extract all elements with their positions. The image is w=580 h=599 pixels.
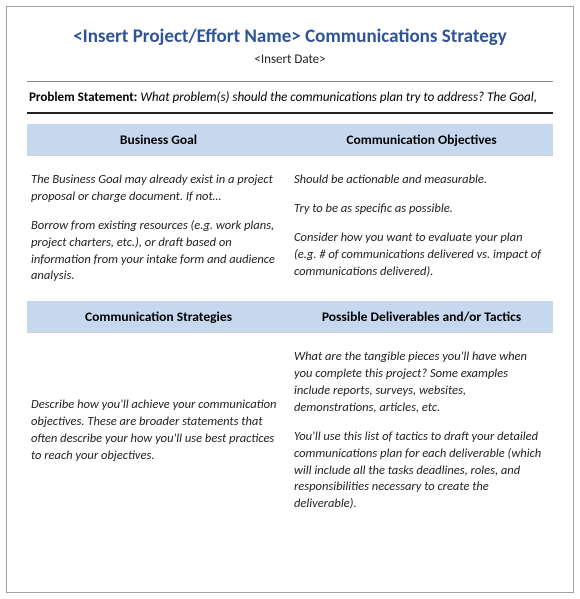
strategy-grid: Business Goal Communication Objectives T… [27, 124, 553, 529]
body-text: You'll use this list of tactics to draft… [294, 429, 545, 513]
body-text: Describe how you'll achieve your communi… [31, 397, 282, 465]
header-communication-strategies: Communication Strategies [27, 301, 290, 333]
cell-communication-strategies: Describe how you'll achieve your communi… [27, 333, 290, 529]
document-page: <Insert Project/Effort Name> Communicati… [6, 6, 574, 593]
cell-deliverables-tactics: What are the tangible pieces you'll have… [290, 333, 553, 529]
problem-label: Problem Statement: [29, 90, 140, 105]
body-text: What are the tangible pieces you'll have… [294, 349, 545, 417]
document-date: <Insert Date> [27, 52, 553, 67]
cell-communication-objectives: Should be actionable and measurable. Try… [290, 156, 553, 301]
problem-text: What problem(s) should the communication… [140, 90, 537, 105]
cell-business-goal: The Business Goal may already exist in a… [27, 156, 290, 301]
header-communication-objectives: Communication Objectives [290, 124, 553, 156]
body-text: Consider how you want to evaluate your p… [294, 230, 545, 281]
body-text: Try to be as specific as possible. [294, 201, 545, 218]
body-text: The Business Goal may already exist in a… [31, 172, 282, 206]
header-deliverables-tactics: Possible Deliverables and/or Tactics [290, 301, 553, 333]
problem-statement-row: Problem Statement: What problem(s) shoul… [27, 81, 553, 114]
header-business-goal: Business Goal [27, 124, 290, 156]
body-text: Should be actionable and measurable. [294, 172, 545, 189]
document-title: <Insert Project/Effort Name> Communicati… [27, 25, 553, 48]
body-text: Borrow from existing resources (e.g. wor… [31, 218, 282, 286]
